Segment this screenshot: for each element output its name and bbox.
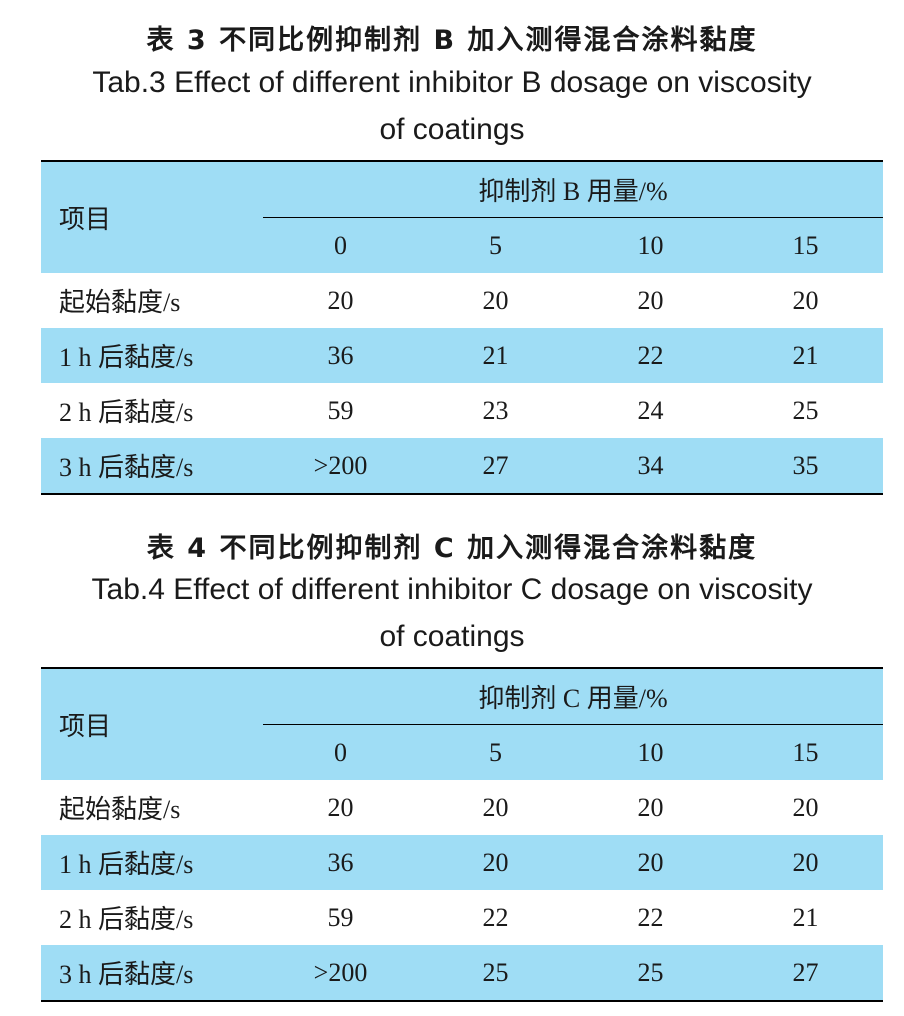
table-cell: 20 — [573, 835, 728, 890]
table-row: 起始黏度/s 20 20 20 20 — [41, 780, 883, 835]
table-cell: >200 — [263, 945, 418, 1001]
table-cell: 20 — [327, 285, 354, 315]
table-row: 3 h 后黏度/s >200 27 34 35 — [41, 438, 884, 494]
table-3-title-en-line2: of coatings — [379, 113, 525, 146]
table-cell: 27 — [418, 438, 573, 494]
column-header: 10 — [573, 217, 728, 273]
item-header: 项目 — [41, 161, 263, 273]
column-header: 5 — [418, 217, 573, 273]
table-cell: 34 — [573, 438, 728, 494]
row-label: 3 h 后黏度/s — [41, 945, 263, 1001]
table-cell: 22 — [573, 328, 728, 383]
row-label: 1 h 后黏度/s — [41, 328, 263, 383]
table-cell: 35 — [728, 438, 884, 494]
column-header: 0 — [263, 724, 418, 780]
row-label: 3 h 后黏度/s — [41, 438, 263, 494]
table-cell: 25 — [792, 395, 819, 425]
table-cell: 20 — [728, 835, 884, 890]
column-header: 0 — [263, 217, 418, 273]
table-3-title-cn: 表 3 不同比例抑制剂 B 加入测得混合涂料黏度 — [146, 25, 758, 56]
table-cell: 20 — [792, 792, 819, 822]
table-cell: 20 — [418, 835, 573, 890]
table-4: 项目 抑制剂 C 用量/% 0 5 10 15 起始黏度/s 20 20 20 … — [41, 667, 884, 1002]
table-header-columns: 0 5 10 15 — [41, 724, 884, 780]
table-row: 1 h 后黏度/s 36 20 20 20 — [41, 835, 884, 890]
row-label: 1 h 后黏度/s — [41, 835, 263, 890]
table-cell: 23 — [482, 395, 509, 425]
table-cell: 25 — [418, 945, 573, 1001]
row-label: 2 h 后黏度/s — [59, 905, 194, 934]
table-3-title-en-line1: Tab.3 Effect of different inhibitor B do… — [92, 66, 812, 99]
column-header: 5 — [418, 724, 573, 780]
table-cell: 20 — [792, 285, 819, 315]
table-cell: 22 — [637, 902, 664, 932]
table-cell: 21 — [418, 328, 573, 383]
group-header: 抑制剂 B 用量/% — [263, 161, 884, 218]
table-4-title-cn: 表 4 不同比例抑制剂 C 加入测得混合涂料黏度 — [146, 533, 758, 564]
table-header-row: 项目 抑制剂 B 用量/% — [41, 161, 884, 273]
table-cell: 25 — [573, 945, 728, 1001]
row-label: 2 h 后黏度/s — [59, 398, 194, 427]
table-header-columns: 0 5 10 15 — [41, 217, 884, 273]
row-label: 起始黏度/s — [59, 288, 181, 317]
item-header: 项目 — [41, 668, 263, 780]
table-cell: 36 — [263, 328, 418, 383]
table-cell: 27 — [728, 945, 884, 1001]
table-row: 1 h 后黏度/s 36 21 22 21 — [41, 328, 884, 383]
group-header: 抑制剂 C 用量/% — [263, 668, 884, 725]
table-cell: 21 — [728, 328, 884, 383]
table-4-title-en-line2: of coatings — [379, 620, 525, 653]
row-label: 起始黏度/s — [59, 795, 181, 824]
table-cell: 20 — [482, 285, 509, 315]
table-row: 3 h 后黏度/s >200 25 25 27 — [41, 945, 884, 1001]
table-row: 2 h 后黏度/s 59 22 22 21 — [41, 890, 883, 945]
table-cell: 20 — [482, 792, 509, 822]
table-cell: 22 — [482, 902, 509, 932]
table-header-row: 项目 抑制剂 C 用量/% — [41, 668, 884, 780]
table-4-title-en-line1: Tab.4 Effect of different inhibitor C do… — [91, 573, 813, 606]
column-header: 15 — [728, 724, 884, 780]
table-cell: 20 — [637, 792, 664, 822]
column-header: 15 — [728, 217, 884, 273]
table-cell: 59 — [327, 395, 354, 425]
table-cell: 21 — [792, 902, 819, 932]
table-cell: 24 — [637, 395, 664, 425]
table-row: 起始黏度/s 20 20 20 20 — [41, 273, 883, 328]
table-cell: 36 — [263, 835, 418, 890]
table-cell: 20 — [327, 792, 354, 822]
table-cell: >200 — [263, 438, 418, 494]
table-row: 2 h 后黏度/s 59 23 24 25 — [41, 383, 883, 438]
column-header: 10 — [573, 724, 728, 780]
table-3: 项目 抑制剂 B 用量/% 0 5 10 15 起始黏度/s 20 20 20 … — [41, 160, 884, 495]
table-cell: 20 — [637, 285, 664, 315]
table-cell: 59 — [327, 902, 354, 932]
